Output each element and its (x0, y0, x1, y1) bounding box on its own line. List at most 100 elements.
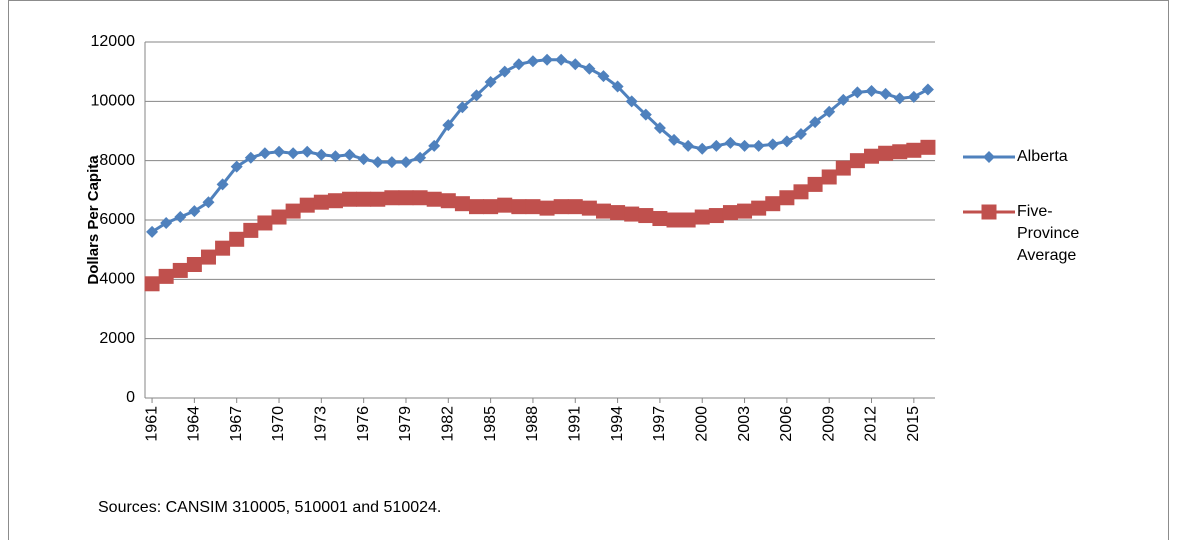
y-tick-label: 10000 (91, 93, 136, 110)
data-point (694, 209, 710, 225)
data-point (469, 199, 485, 215)
data-point (892, 144, 908, 160)
legend-label: Five-Province Average (1017, 203, 1080, 264)
data-point (638, 208, 654, 224)
data-point (144, 276, 160, 292)
data-point (696, 142, 709, 155)
data-point (257, 215, 273, 231)
x-tick-label: 1964 (186, 406, 203, 442)
data-point (186, 257, 202, 272)
data-point (652, 211, 668, 227)
y-tick-label: 8000 (99, 152, 135, 169)
data-point (258, 147, 271, 160)
x-tick-label: 1997 (651, 406, 668, 442)
data-point (146, 225, 159, 238)
data-point (315, 148, 328, 161)
data-point (821, 169, 837, 185)
data-point (921, 83, 934, 96)
data-point (440, 193, 456, 209)
x-tick-label: 1991 (566, 406, 583, 442)
legend-label: Alberta (1017, 148, 1068, 165)
data-point (879, 87, 892, 100)
data-point (794, 127, 807, 140)
data-point (399, 156, 412, 169)
data-point (526, 55, 539, 68)
data-point (483, 199, 499, 215)
data-point (398, 190, 414, 206)
data-point (751, 200, 767, 216)
data-point (708, 208, 724, 224)
data-point (470, 89, 483, 102)
data-point (357, 153, 370, 166)
data-point (625, 95, 638, 108)
data-point (809, 116, 822, 129)
data-point (906, 142, 922, 158)
data-point (497, 197, 513, 213)
data-point (682, 139, 695, 152)
data-point (583, 62, 596, 75)
data-point (498, 65, 511, 78)
data-point (329, 150, 342, 163)
data-point (160, 216, 173, 229)
data-point (611, 80, 624, 93)
x-tick-label: 1973 (313, 406, 330, 442)
data-point (370, 191, 386, 207)
data-point (567, 199, 583, 215)
x-tick-label: 1961 (143, 406, 160, 442)
source-note: Sources: CANSIM 310005, 510001 and 51002… (98, 499, 441, 516)
legend-marker (983, 151, 995, 163)
data-point (920, 139, 936, 155)
data-point (780, 135, 793, 148)
data-point (541, 53, 554, 66)
legend-marker (981, 204, 997, 220)
x-tick-label: 2003 (736, 406, 753, 442)
data-point (327, 193, 343, 209)
data-point (174, 211, 187, 224)
x-tick-label: 1976 (355, 406, 372, 442)
data-point (724, 136, 737, 149)
y-tick-label: 0 (126, 389, 135, 406)
data-point (823, 105, 836, 118)
x-tick-label: 1988 (524, 406, 541, 442)
data-point (343, 148, 356, 161)
data-point (484, 76, 497, 89)
x-tick-label: 2012 (863, 406, 880, 442)
data-point (215, 240, 231, 256)
data-point (271, 209, 287, 225)
data-point (371, 156, 384, 169)
data-point (653, 122, 666, 135)
data-point (849, 153, 865, 169)
x-tick-label: 2009 (820, 406, 837, 442)
data-point (412, 190, 428, 206)
data-point (539, 200, 555, 216)
data-point (610, 205, 626, 221)
x-tick-label: 1994 (609, 406, 626, 442)
x-tick-label: 1967 (228, 406, 245, 442)
data-point (779, 190, 795, 206)
data-point (553, 199, 569, 215)
data-point (442, 119, 455, 132)
chart-border (8, 0, 1169, 540)
data-point (299, 197, 315, 213)
data-point (680, 212, 696, 228)
data-point (216, 178, 229, 191)
data-point (581, 200, 597, 216)
data-point (668, 133, 681, 146)
data-point (230, 160, 243, 173)
data-point (639, 108, 652, 121)
data-point (426, 191, 442, 207)
data-point (172, 262, 188, 278)
data-point (200, 249, 216, 265)
data-point (342, 191, 358, 207)
data-point (893, 92, 906, 105)
data-point (287, 147, 300, 160)
data-point (414, 151, 427, 164)
data-point (851, 86, 864, 99)
data-point (807, 176, 823, 192)
data-point (878, 145, 894, 161)
data-point (158, 268, 174, 284)
x-tick-label: 2000 (693, 406, 710, 442)
data-point (384, 190, 400, 206)
data-point (837, 93, 850, 106)
